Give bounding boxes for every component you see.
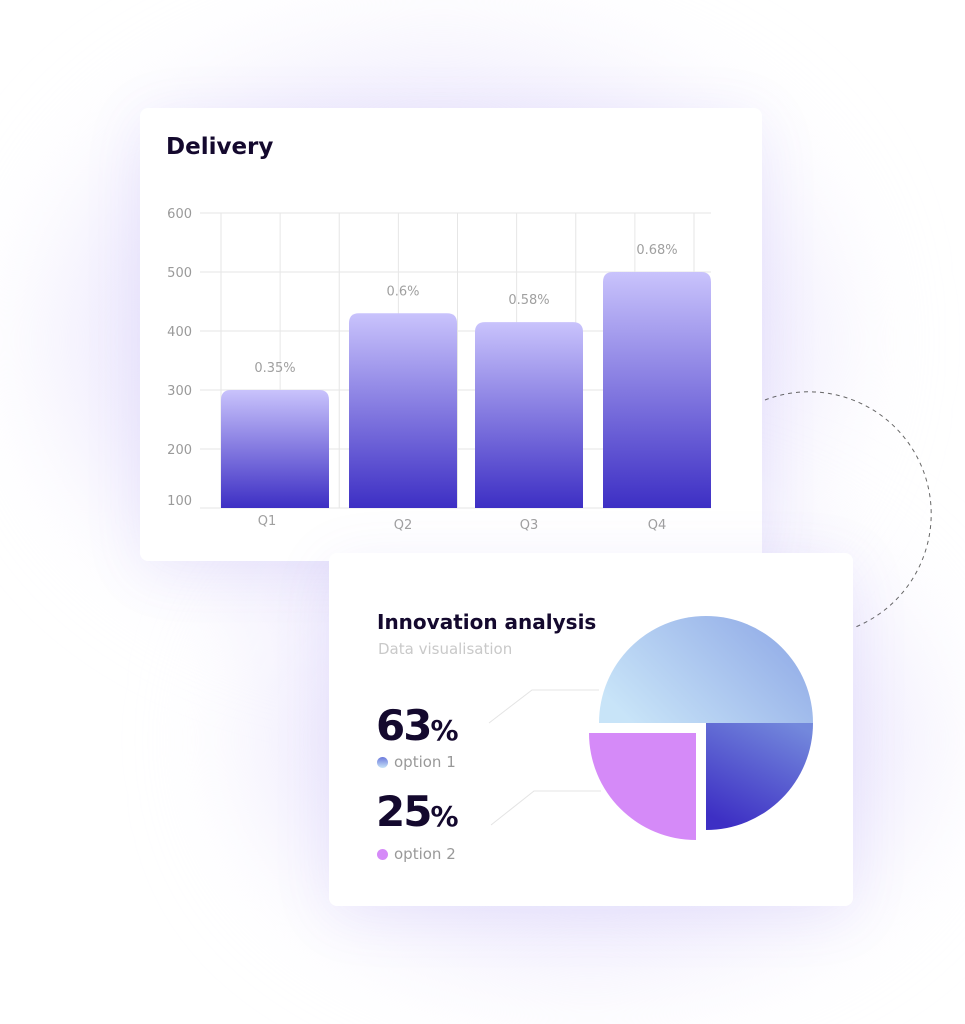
data-label: 0.68% bbox=[636, 243, 677, 258]
bar-Q1 bbox=[221, 390, 329, 508]
delivery-card: Delivery 100 200 300 400 500 600 0.35% Q1 0.6% Q2… bbox=[140, 108, 762, 561]
innovation-card: Innovation analysis Data visualisation 6… bbox=[329, 553, 853, 906]
bar-chart: 100 200 300 400 500 600 0.35% Q1 0.6% Q2 0.58% Q3 0.… bbox=[167, 207, 711, 533]
x-tick-label: Q3 bbox=[520, 518, 539, 533]
x-tick-label: Q4 bbox=[648, 518, 667, 533]
x-tick-label: Q2 bbox=[394, 518, 413, 533]
legend-item-option1: option 1 bbox=[377, 753, 456, 771]
legend-dot bbox=[377, 756, 388, 768]
y-tick-label: 200 bbox=[167, 443, 192, 458]
connector-lines bbox=[488, 689, 601, 826]
legend-dot bbox=[377, 848, 388, 860]
y-tick-label: 300 bbox=[167, 384, 192, 399]
data-label: 0.58% bbox=[508, 293, 549, 308]
data-label: 0.6% bbox=[386, 284, 419, 299]
legend-item-option2: option 2 bbox=[377, 845, 456, 863]
bar-Q4 bbox=[603, 272, 711, 508]
chart-title: Innovation analysis bbox=[377, 610, 597, 634]
option1-value: 63% bbox=[376, 701, 459, 750]
pie-slice-option2 bbox=[589, 733, 696, 840]
y-tick-label: 500 bbox=[167, 266, 192, 281]
pie-slice-option1-bottom bbox=[706, 723, 813, 830]
y-tick-label: 100 bbox=[167, 494, 192, 509]
option2-value: 25% bbox=[376, 787, 459, 836]
y-tick-label: 400 bbox=[167, 325, 192, 340]
bar-Q3 bbox=[475, 322, 583, 508]
data-label: 0.35% bbox=[254, 361, 295, 376]
pie-slice-option1-top bbox=[599, 616, 813, 723]
pie-chart bbox=[589, 616, 813, 840]
chart-title: Delivery bbox=[166, 134, 274, 160]
chart-subtitle: Data visualisation bbox=[378, 640, 513, 658]
bar-Q2 bbox=[349, 313, 457, 508]
y-tick-label: 600 bbox=[167, 207, 192, 222]
x-tick-label: Q1 bbox=[258, 514, 277, 529]
